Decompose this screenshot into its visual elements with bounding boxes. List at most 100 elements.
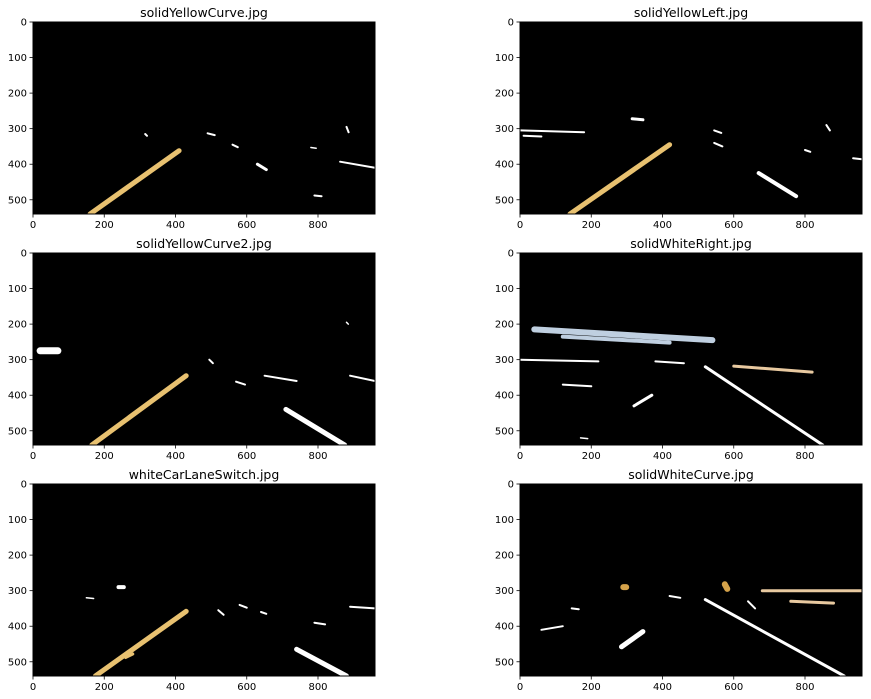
y-tick-label: 200 xyxy=(8,89,27,100)
lane-mark xyxy=(87,148,182,214)
axes-frame xyxy=(519,252,863,446)
y-tick-label: 100 xyxy=(8,284,27,295)
lane-mark xyxy=(339,160,375,169)
image-area xyxy=(33,22,375,214)
lane-mark xyxy=(144,133,148,137)
lane-mark xyxy=(345,321,350,325)
y-tick-label: 500 xyxy=(495,426,514,437)
lane-mark xyxy=(260,611,268,615)
lane-mark xyxy=(732,364,814,374)
x-tick-label: 200 xyxy=(582,220,601,231)
axes-frame xyxy=(519,483,863,677)
x-tick-label: 600 xyxy=(237,451,256,462)
x-tick-label: 400 xyxy=(653,451,672,462)
image-area xyxy=(520,22,862,214)
x-tick-label: 400 xyxy=(166,451,185,462)
lane-mark xyxy=(283,406,348,445)
lane-marks xyxy=(87,125,375,214)
y-tick-label: 500 xyxy=(8,657,27,668)
x-tick-label: 800 xyxy=(795,682,814,693)
y-tick-label: 400 xyxy=(8,391,27,402)
lane-mark xyxy=(238,603,248,609)
lane-mark xyxy=(531,326,716,344)
lane-mark xyxy=(703,365,825,445)
image-panel: whiteCarLaneSwitch.jpg 0 200 400 600 800 0 100 2… xyxy=(8,467,376,693)
x-tick-label: 400 xyxy=(166,682,185,693)
lane-mark xyxy=(206,132,216,137)
panel-title: whiteCarLaneSwitch.jpg xyxy=(129,467,280,482)
lane-mark xyxy=(668,595,682,599)
y-tick-label: 0 xyxy=(21,249,27,260)
y-tick-label: 100 xyxy=(8,53,27,64)
image-area xyxy=(33,484,375,676)
y-tick-label: 500 xyxy=(8,195,27,206)
lane-mark xyxy=(567,142,673,214)
lane-mark xyxy=(579,437,589,440)
image-panel: solidWhiteRight.jpg 0 200 400 600 800 0 100 200 3… xyxy=(495,236,863,462)
lane-mark xyxy=(632,393,654,408)
y-tick-label: 400 xyxy=(8,622,27,633)
lane-mark xyxy=(208,358,214,365)
lane-mark xyxy=(825,124,831,132)
y-tick-label: 0 xyxy=(508,480,514,491)
panel-title: solidYellowCurve.jpg xyxy=(140,5,268,20)
lane-mark xyxy=(92,608,189,676)
lane-mark xyxy=(520,358,600,363)
x-tick-label: 0 xyxy=(517,682,523,693)
x-tick-label: 200 xyxy=(95,682,114,693)
image-panel: solidYellowLeft.jpg 0 200 400 600 800 0 100 200 3… xyxy=(495,5,863,231)
image-panel: solidWhiteCurve.jpg 0 200 400 600 800 0 100 200 3… xyxy=(495,467,863,693)
y-tick-label: 0 xyxy=(21,18,27,29)
y-tick-label: 200 xyxy=(495,89,514,100)
x-tick-label: 0 xyxy=(30,451,36,462)
lane-mark xyxy=(310,146,317,149)
lane-mark xyxy=(217,609,225,616)
y-tick-label: 300 xyxy=(8,124,27,135)
y-tick-label: 0 xyxy=(508,18,514,29)
y-tick-label: 100 xyxy=(495,284,514,295)
image-panel: solidYellowCurve.jpg 0 200 400 600 800 0 100 200… xyxy=(8,5,376,231)
y-tick-label: 0 xyxy=(508,249,514,260)
axes-frame xyxy=(519,21,863,215)
y-tick-label: 200 xyxy=(495,551,514,562)
x-tick-label: 200 xyxy=(582,451,601,462)
x-tick-label: 800 xyxy=(308,682,327,693)
lane-mark xyxy=(231,143,239,149)
x-tick-label: 400 xyxy=(653,220,672,231)
lane-mark xyxy=(713,141,724,148)
lane-mark xyxy=(654,360,685,365)
axes-frame xyxy=(32,21,376,215)
image-panel: solidYellowCurve2.jpg 0 200 400 600 800 0 100 20… xyxy=(8,236,376,462)
lane-mark xyxy=(520,129,586,134)
lane-marks xyxy=(520,326,825,445)
y-tick-label: 100 xyxy=(8,515,27,526)
lane-mark xyxy=(85,597,95,600)
image-area xyxy=(520,484,862,676)
y-tick-label: 100 xyxy=(495,53,514,64)
lane-mark xyxy=(747,600,757,610)
x-tick-label: 200 xyxy=(582,682,601,693)
y-tick-label: 400 xyxy=(8,160,27,171)
lane-mark xyxy=(560,334,672,345)
y-tick-label: 300 xyxy=(8,355,27,366)
y-tick-label: 300 xyxy=(495,355,514,366)
y-tick-label: 100 xyxy=(495,515,514,526)
lane-mark xyxy=(540,625,564,631)
y-tick-label: 500 xyxy=(8,426,27,437)
x-tick-label: 600 xyxy=(724,220,743,231)
lane-mark xyxy=(619,629,646,650)
lane-mark xyxy=(313,194,323,198)
x-tick-label: 0 xyxy=(30,682,36,693)
lane-mark xyxy=(89,373,189,445)
y-tick-label: 500 xyxy=(495,195,514,206)
lane-mark xyxy=(294,646,349,676)
x-tick-label: 800 xyxy=(308,220,327,231)
lane-mark xyxy=(713,129,723,134)
x-tick-label: 800 xyxy=(795,220,814,231)
x-tick-label: 800 xyxy=(795,451,814,462)
y-tick-label: 300 xyxy=(495,586,514,597)
image-area xyxy=(33,253,375,445)
lane-mark xyxy=(263,374,298,382)
x-tick-label: 600 xyxy=(724,451,743,462)
